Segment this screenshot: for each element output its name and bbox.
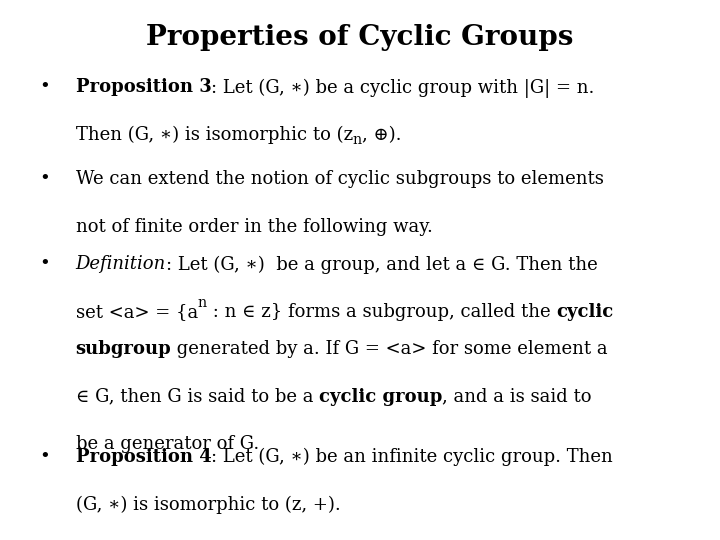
- Text: cyclic: cyclic: [557, 303, 613, 321]
- Text: Proposition 4: Proposition 4: [76, 448, 212, 466]
- Text: Properties of Cyclic Groups: Properties of Cyclic Groups: [146, 24, 574, 51]
- Text: Definition: Definition: [76, 255, 166, 273]
- Text: be a generator of G.: be a generator of G.: [76, 435, 259, 453]
- Text: : Let (G, ∗) be a cyclic group with |G| = n.: : Let (G, ∗) be a cyclic group with |G| …: [212, 78, 595, 98]
- Text: n: n: [198, 296, 207, 310]
- Text: •: •: [40, 448, 50, 466]
- Text: : Let (G, ∗)  be a group, and let a ∈ G. Then the: : Let (G, ∗) be a group, and let a ∈ G. …: [166, 255, 598, 274]
- Text: not of finite order in the following way.: not of finite order in the following way…: [76, 218, 433, 235]
- Text: (G, ∗) is isomorphic to (z, +).: (G, ∗) is isomorphic to (z, +).: [76, 496, 341, 514]
- Text: •: •: [40, 78, 50, 96]
- Text: n: n: [353, 133, 362, 147]
- Text: Then (G, ∗) is isomorphic to (z: Then (G, ∗) is isomorphic to (z: [76, 126, 353, 144]
- Text: subgroup: subgroup: [76, 340, 171, 358]
- Text: generated by a. If G = <a> for some element a: generated by a. If G = <a> for some elem…: [171, 340, 608, 358]
- Text: cyclic group: cyclic group: [319, 388, 442, 406]
- Text: , ⊕).: , ⊕).: [362, 126, 401, 144]
- Text: •: •: [40, 170, 50, 188]
- Text: : Let (G, ∗) be an infinite cyclic group. Then: : Let (G, ∗) be an infinite cyclic group…: [212, 448, 613, 467]
- Text: set <a> = {a: set <a> = {a: [76, 303, 198, 321]
- Text: , and a is said to: , and a is said to: [442, 388, 592, 406]
- Text: •: •: [40, 255, 50, 273]
- Text: ∈ G, then G is said to be a: ∈ G, then G is said to be a: [76, 388, 319, 406]
- Text: Proposition 3: Proposition 3: [76, 78, 212, 96]
- Text: We can extend the notion of cyclic subgroups to elements: We can extend the notion of cyclic subgr…: [76, 170, 603, 188]
- Text: : n ∈ z} forms a subgroup, called the: : n ∈ z} forms a subgroup, called the: [207, 303, 557, 321]
